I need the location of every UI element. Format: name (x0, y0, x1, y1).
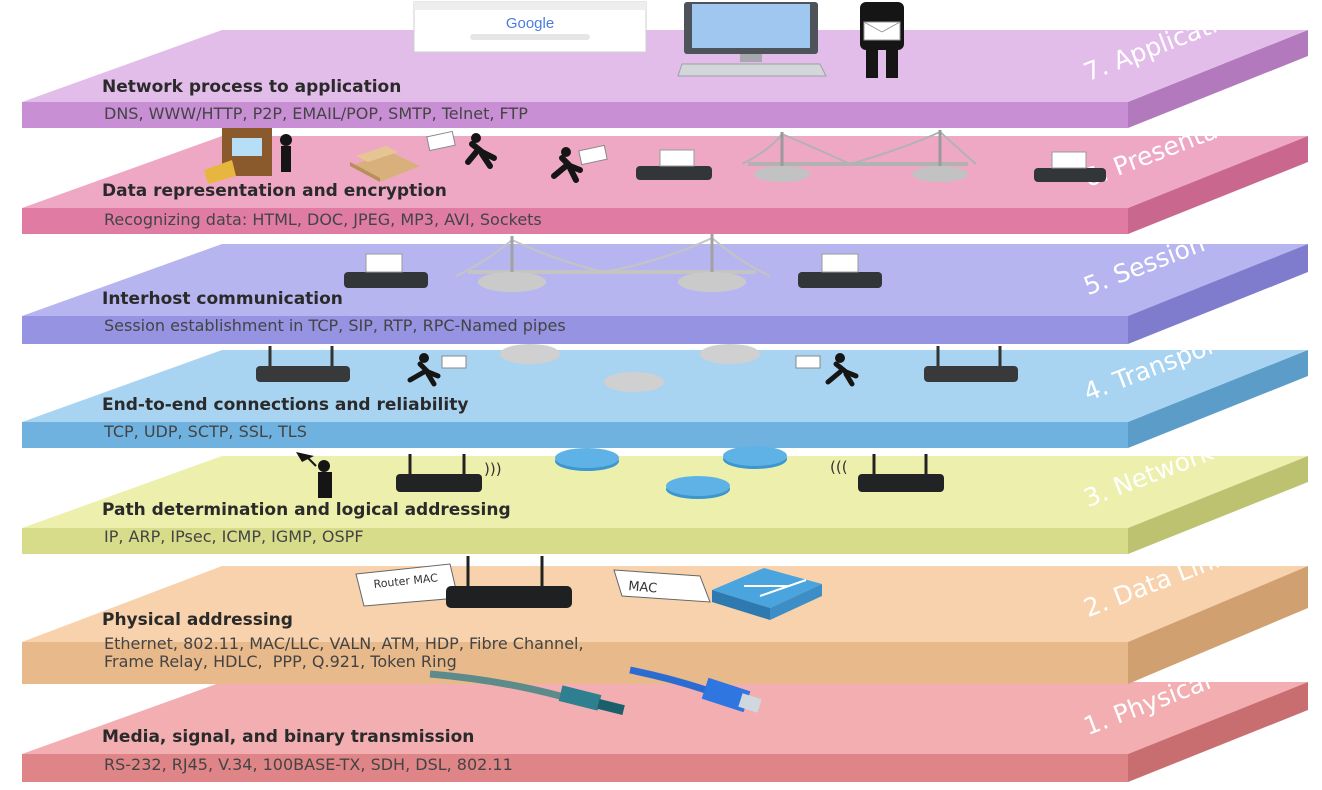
person-with-letter-icon (296, 452, 332, 498)
wifi-signal-icon: ((( (830, 458, 848, 476)
wifi-router-icon (1034, 151, 1106, 182)
layer-front-face (22, 528, 1128, 554)
google-screenshot-icon: Google (413, 1, 647, 53)
wifi-router-icon (446, 556, 572, 608)
layer-1-description: Media, signal, and binary transmission (102, 727, 475, 747)
layer-slab-5 (22, 244, 1308, 344)
layer-right-face (1128, 350, 1308, 448)
layer-slab-2 (22, 566, 1308, 684)
mac-tag-text: MAC (628, 579, 658, 596)
wifi-router-icon (858, 454, 944, 492)
router-disc-icon (555, 446, 787, 499)
layer-right-face (1128, 136, 1308, 234)
layer-2-protocols: Ethernet, 802.11, MAC/LLC, VALN, ATM, HD… (104, 634, 584, 671)
wifi-router-icon (344, 253, 428, 288)
layer-front-face (22, 642, 1128, 684)
layer-front-face (22, 316, 1128, 344)
layer-7-description: Network process to application (102, 77, 402, 97)
wifi-router-icon (256, 346, 350, 382)
wifi-signal-icon: ))) (484, 460, 502, 478)
person-with-letter-icon (860, 2, 904, 78)
layer-slab-1 (22, 682, 1308, 782)
layer-front-face (22, 422, 1128, 448)
layer-slab-3 (22, 456, 1308, 554)
layer-6-protocols: Recognizing data: HTML, DOC, JPEG, MP3, … (104, 210, 542, 229)
network-switch-icon (712, 568, 822, 620)
layer-4-description: End-to-end connections and reliability (102, 395, 469, 415)
mac-tag-icon: Router MAC (355, 563, 459, 607)
svg-text:(((: ((( (830, 458, 848, 476)
running-courier-icon (426, 130, 497, 169)
open-box-icon (350, 146, 420, 182)
fiber-cable-icon (429, 670, 625, 715)
layer-top-face (22, 566, 1308, 642)
layer-1-protocols: RS-232, RJ45, V.34, 100BASE-TX, SDH, DSL… (104, 755, 513, 774)
layer-top-face (22, 682, 1308, 754)
google-logo-text: Google (506, 15, 554, 32)
layer-3-description: Path determination and logical addressin… (102, 500, 511, 520)
bridge-icon (455, 234, 771, 292)
layer-6-description: Data representation and encryption (102, 181, 447, 201)
running-courier-icon (407, 353, 467, 387)
desktop-computer-icon (677, 2, 827, 77)
layer-right-face (1128, 30, 1308, 128)
ethernet-cable-icon (629, 666, 762, 713)
layer-3-protocols: IP, ARP, IPsec, ICMP, IGMP, OSPF (104, 527, 364, 546)
layer-2-description: Physical addressing (102, 610, 293, 630)
wifi-router-icon (396, 454, 482, 492)
layer-front-face (22, 208, 1128, 234)
mac-tag-icon: MAC (613, 569, 711, 603)
layer-right-face (1128, 566, 1308, 684)
wifi-router-icon (924, 346, 1018, 382)
wifi-router-icon (636, 149, 712, 180)
layer-right-face (1128, 244, 1308, 344)
layer-5-protocols: Session establishment in TCP, SIP, RTP, … (104, 316, 566, 335)
running-courier-icon (551, 144, 608, 183)
layer-right-face (1128, 456, 1308, 554)
layer-front-face (22, 754, 1128, 782)
atm-machine-icon (204, 128, 292, 184)
layer-4-protocols: TCP, UDP, SCTP, SSL, TLS (104, 422, 307, 441)
svg-text:))): ))) (484, 460, 502, 478)
layer-top-face (22, 30, 1308, 102)
wifi-router-icon (798, 253, 882, 288)
layer-right-face (1128, 682, 1308, 782)
layer-7-protocols: DNS, WWW/HTTP, P2P, EMAIL/POP, SMTP, Tel… (104, 104, 528, 123)
layer-top-face (22, 456, 1308, 528)
router-disc-icon (500, 344, 760, 392)
bridge-icon (741, 130, 977, 182)
layer-slab-7 (22, 30, 1308, 128)
layer-top-face (22, 244, 1308, 316)
layer-front-face (22, 102, 1128, 128)
layer-5-description: Interhost communication (102, 289, 343, 309)
running-courier-icon (795, 353, 859, 387)
